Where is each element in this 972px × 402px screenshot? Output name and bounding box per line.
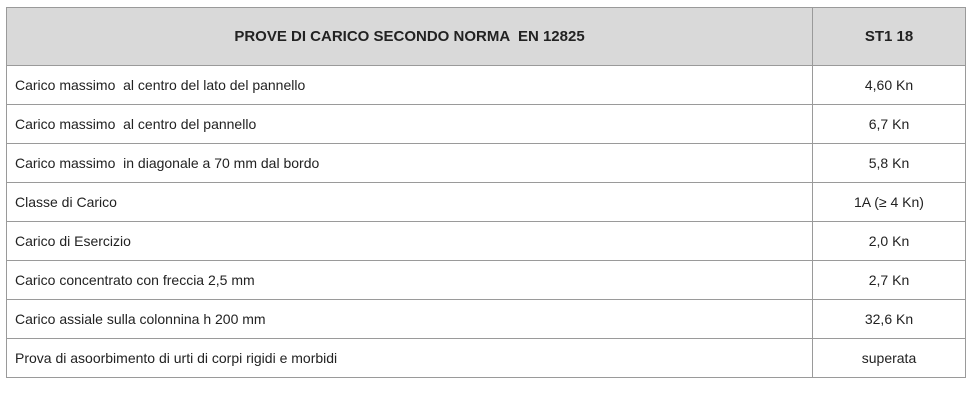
row-label: Carico assiale sulla colonnina h 200 mm xyxy=(6,299,813,339)
table-row: Classe di Carico 1A (≥ 4 Kn) xyxy=(6,182,966,222)
header-row: PROVE DI CARICO SECONDO NORMA EN 12825 S… xyxy=(6,7,966,66)
row-label: Carico di Esercizio xyxy=(6,221,813,261)
table-row: Carico massimo in diagonale a 70 mm dal … xyxy=(6,143,966,183)
row-label: Prova di asoorbimento di urti di corpi r… xyxy=(6,338,813,378)
row-value: 2,7 Kn xyxy=(812,260,966,300)
row-value: superata xyxy=(812,338,966,378)
row-value: 6,7 Kn xyxy=(812,104,966,144)
load-test-table: PROVE DI CARICO SECONDO NORMA EN 12825 S… xyxy=(6,7,966,378)
table-row: Carico massimo al centro del pannello 6,7… xyxy=(6,104,966,144)
row-value: 4,60 Kn xyxy=(812,65,966,105)
row-value: 32,6 Kn xyxy=(812,299,966,339)
table-row: Prova di asoorbimento di urti di corpi r… xyxy=(6,338,966,378)
row-label: Classe di Carico xyxy=(6,182,813,222)
table-row: Carico assiale sulla colonnina h 200 mm 3… xyxy=(6,299,966,339)
table-row: Carico concentrato con freccia 2,5 mm 2,7… xyxy=(6,260,966,300)
model-header: ST1 18 xyxy=(812,7,966,66)
row-value: 2,0 Kn xyxy=(812,221,966,261)
table-row: Carico massimo al centro del lato del pa… xyxy=(6,65,966,105)
row-value: 1A (≥ 4 Kn) xyxy=(812,182,966,222)
row-label: Carico massimo al centro del lato del pa… xyxy=(6,65,813,105)
row-value: 5,8 Kn xyxy=(812,143,966,183)
row-label: Carico massimo in diagonale a 70 mm dal … xyxy=(6,143,813,183)
row-label: Carico massimo al centro del pannello xyxy=(6,104,813,144)
table-title: PROVE DI CARICO SECONDO NORMA EN 12825 xyxy=(6,7,813,66)
row-label: Carico concentrato con freccia 2,5 mm xyxy=(6,260,813,300)
table-row: Carico di Esercizio 2,0 Kn xyxy=(6,221,966,261)
